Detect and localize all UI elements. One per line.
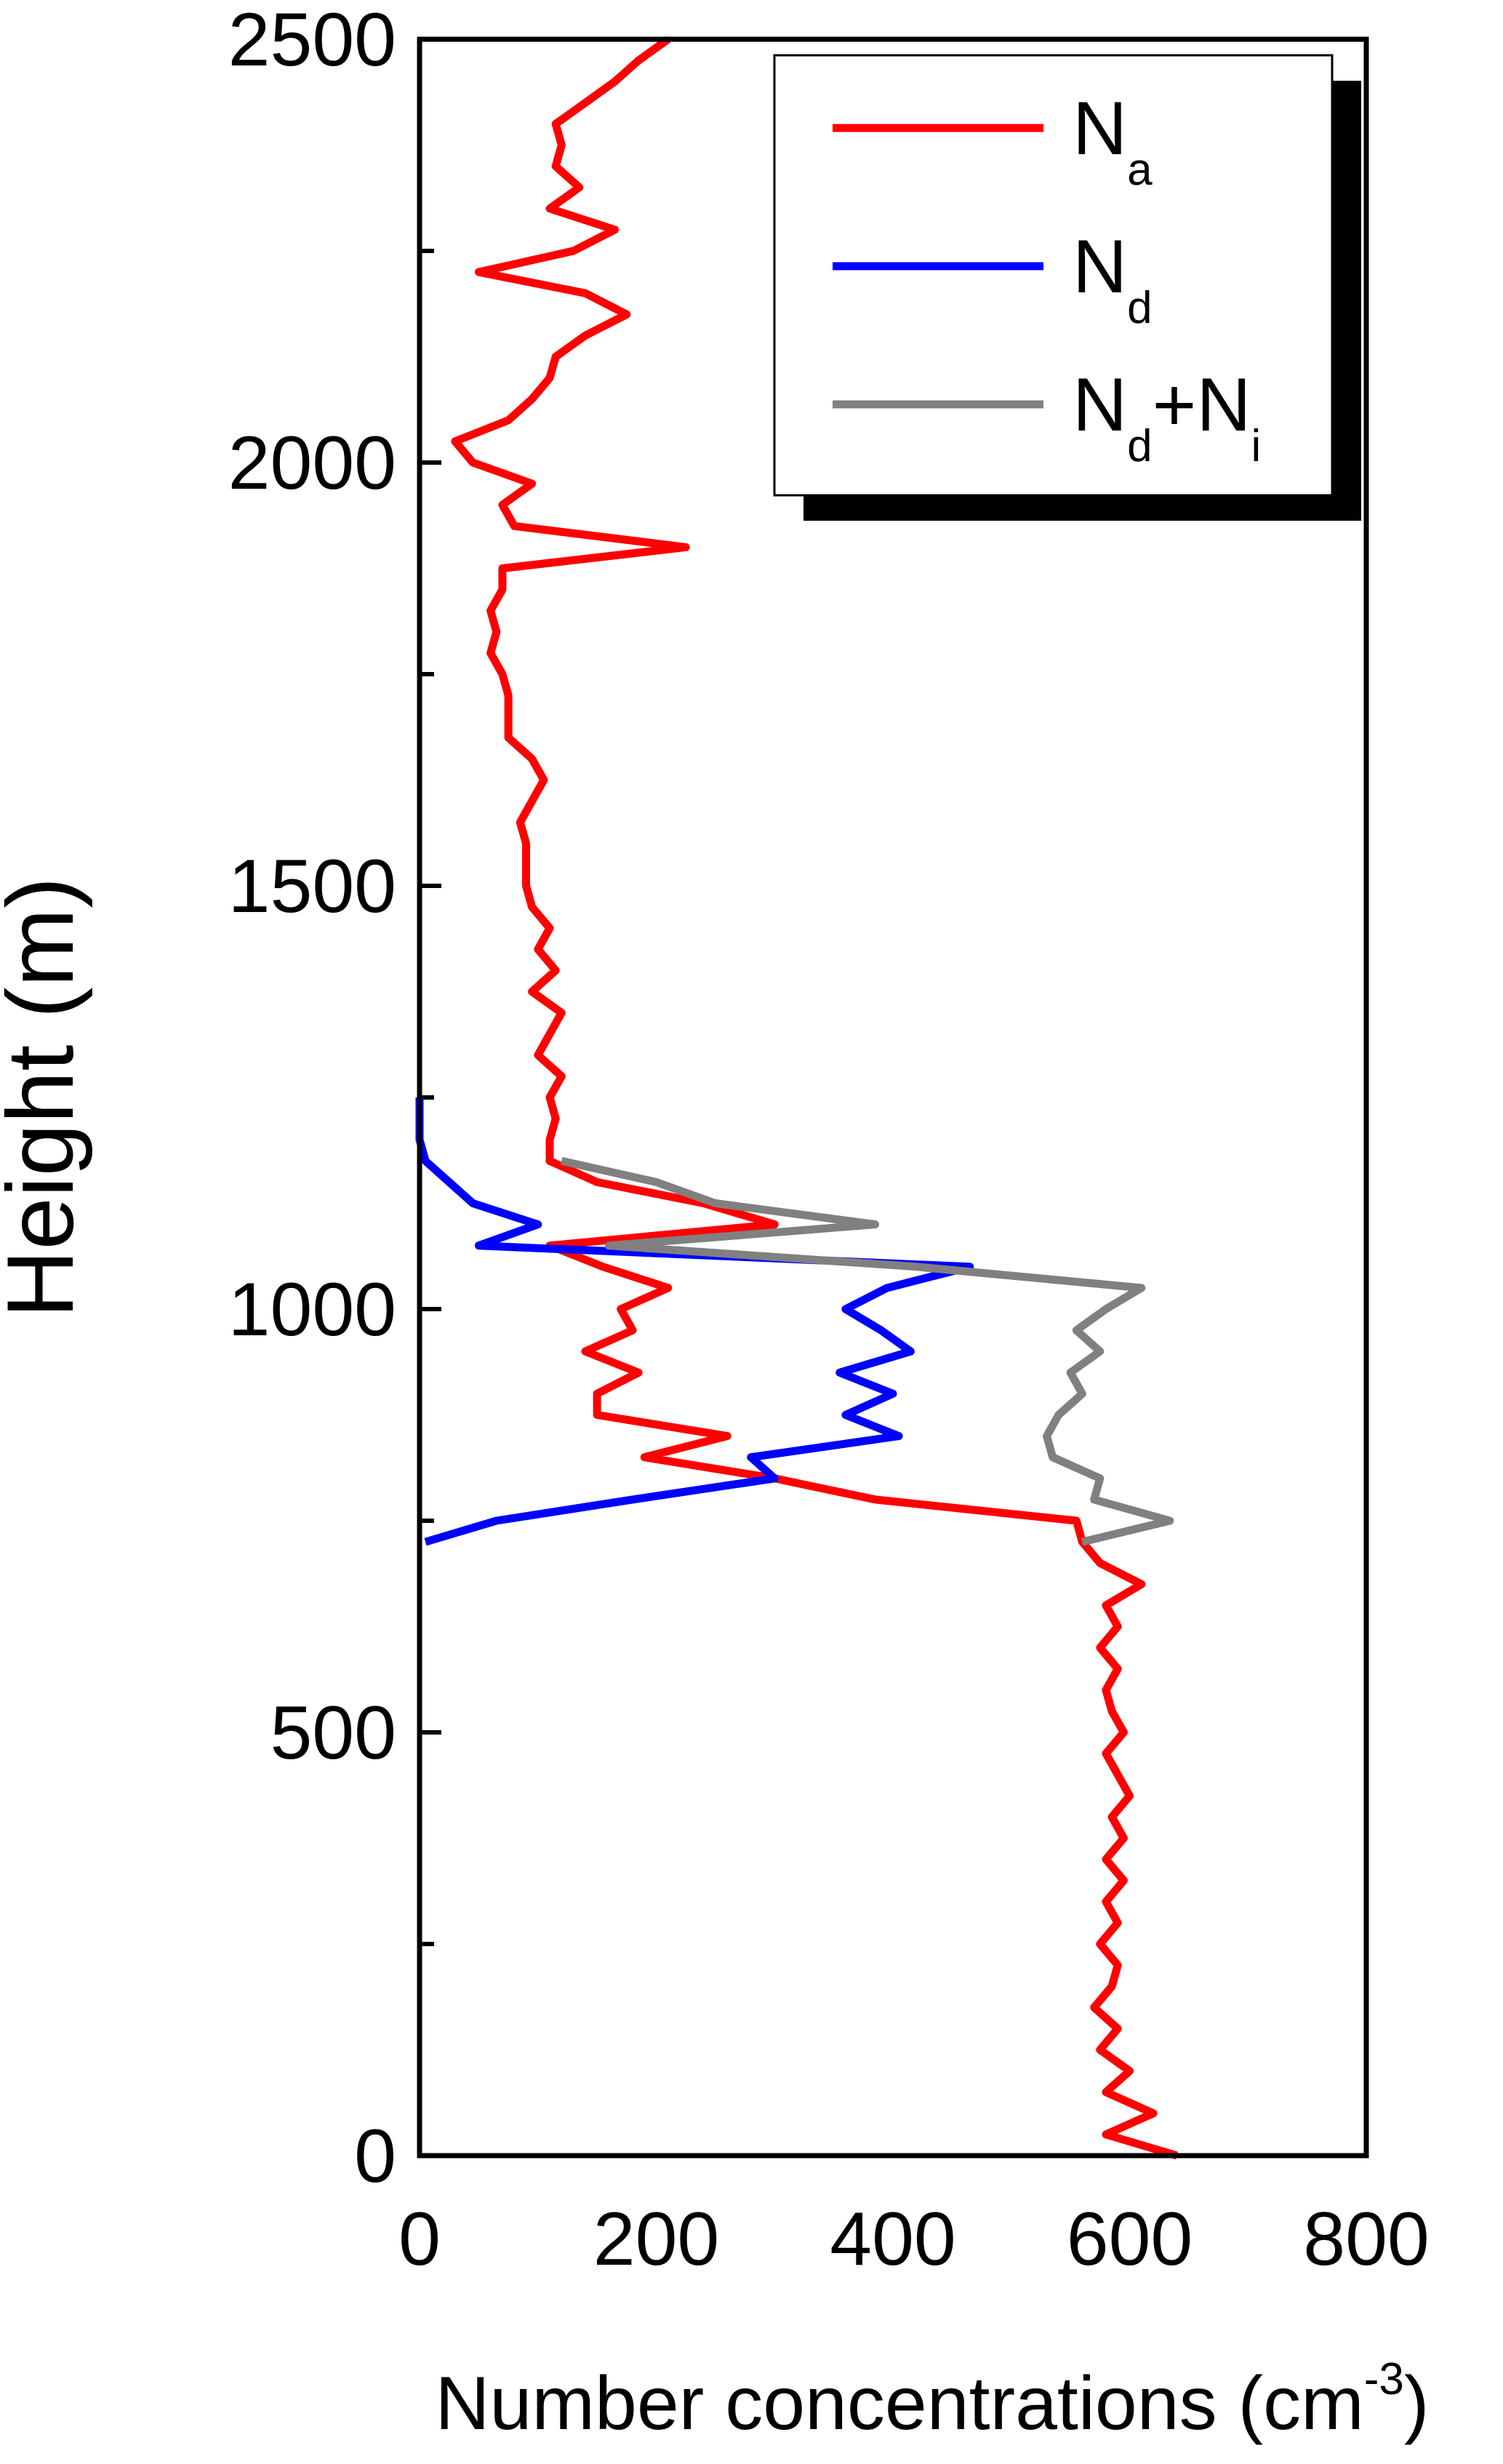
- y-tick-label: 0: [354, 2114, 396, 2199]
- x-axis-title-superscript: -3: [1364, 2354, 1404, 2404]
- legend-text: N: [1073, 87, 1127, 171]
- legend-label: Na: [1073, 87, 1153, 195]
- legend-label: Nd+Ni: [1073, 363, 1261, 471]
- y-axis-title: Height (m): [0, 877, 93, 1319]
- x-tick-label: 0: [398, 2197, 441, 2281]
- y-tick-label: 2500: [228, 0, 396, 82]
- y-tick-label: 1000: [228, 1268, 396, 1352]
- legend-subscript: d: [1127, 283, 1152, 333]
- legend-subscript: i: [1251, 421, 1261, 471]
- series-line: [561, 1156, 1174, 1546]
- x-tick-label: 200: [593, 2197, 720, 2281]
- legend-subscript: d: [1127, 421, 1152, 471]
- y-tick-label: 500: [270, 1691, 396, 1775]
- y-tick-label: 2000: [228, 421, 396, 505]
- series-line: [451, 36, 1179, 2160]
- legend-text: +N: [1153, 363, 1251, 447]
- series-line: [415, 1097, 974, 1546]
- legend-subscript: a: [1127, 145, 1153, 195]
- x-tick-label: 800: [1303, 2197, 1430, 2281]
- legend-text: N: [1073, 363, 1127, 447]
- x-axis-title-text: Number concentrations (cm: [435, 2361, 1363, 2446]
- x-tick-label: 600: [1067, 2197, 1193, 2281]
- x-axis-title: Number concentrations (cm-3): [435, 2354, 1429, 2446]
- plot-frame: [417, 36, 1369, 2159]
- legend-text: N: [1073, 225, 1127, 309]
- x-tick-label: 400: [830, 2197, 956, 2281]
- x-axis-title-text: ): [1404, 2361, 1430, 2446]
- legend-label: Nd: [1073, 225, 1153, 333]
- y-tick-label: 1500: [228, 844, 396, 929]
